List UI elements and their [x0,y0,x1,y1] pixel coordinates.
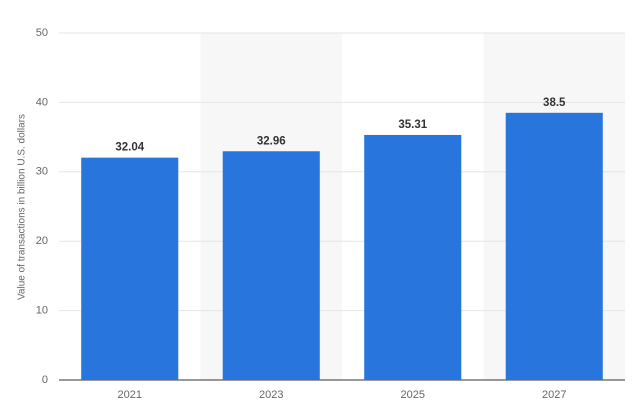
x-tick-label: 2021 [118,389,142,401]
value-label: 35.31 [398,119,427,131]
y-tick-label: 40 [36,96,48,108]
y-tick-label: 20 [36,235,48,247]
x-tick-label: 2025 [401,389,425,401]
x-tick-label: 2027 [542,389,566,401]
bar [505,112,603,380]
y-tick-label: 10 [36,305,48,317]
y-tick-label: 0 [42,374,48,386]
bar [364,134,462,380]
y-axis-title: Value of transactions in billion U.S. do… [17,114,28,300]
y-tick-label: 30 [36,166,48,178]
x-tick-label: 2023 [259,389,283,401]
bar [222,151,320,380]
bar [81,157,179,380]
value-label: 32.04 [115,142,144,154]
y-tick-label: 50 [36,27,48,39]
value-label: 32.96 [257,135,286,147]
value-label: 38.5 [543,97,566,109]
